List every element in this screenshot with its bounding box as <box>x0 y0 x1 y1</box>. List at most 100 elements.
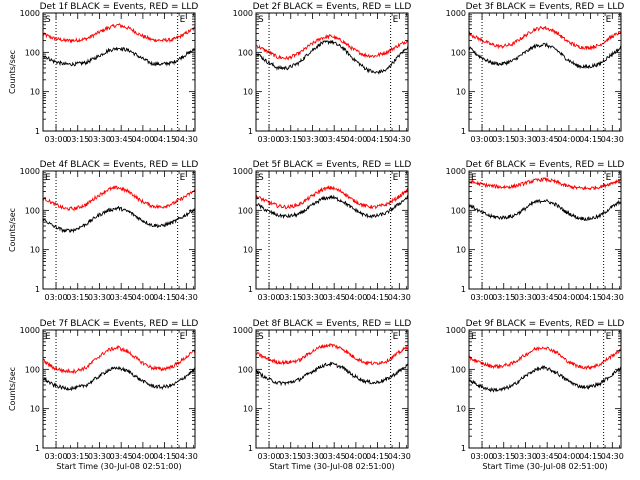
xtick-label: 03:00 <box>470 293 493 302</box>
xtick-label: 04:30 <box>175 293 198 302</box>
ytick-label: 100 <box>25 206 40 215</box>
series-lld-red <box>256 33 408 61</box>
corner-marker: S <box>258 332 264 342</box>
plot-frame <box>468 12 622 132</box>
x-axis-label: Start Time (30-Jul-08 02:51:00) <box>269 462 394 471</box>
y-axis-label: Counts/sec <box>8 50 17 94</box>
plot-frame <box>255 329 409 449</box>
xtick-label: 03:15 <box>66 135 89 144</box>
y-axis-label: Counts/sec <box>8 208 17 252</box>
xtick-label: 03:30 <box>514 293 537 302</box>
panel-det-8: Det 8f BLACK = Events, RED = LLD 1 10 100 10… <box>233 319 412 471</box>
ytick-label: 10 <box>30 88 40 97</box>
series-lld-red <box>43 23 195 44</box>
ytick-label: 1000 <box>20 326 40 335</box>
xtick-label: 04:30 <box>175 452 198 461</box>
ytick-label: 1000 <box>20 9 40 18</box>
panel-det-6: Det 6f BLACK = Events, RED = LLD 1 10 100 10… <box>446 160 625 302</box>
ytick-label: 1 <box>248 285 253 294</box>
xtick-label: 03:15 <box>492 293 515 302</box>
series-group <box>256 33 408 75</box>
corner-marker-e: E <box>393 173 399 183</box>
series-events-black <box>256 194 408 220</box>
series-lld-red <box>256 185 408 210</box>
ytick-label: 1 <box>248 127 253 136</box>
plot-frame <box>42 170 196 290</box>
series-lld-red <box>469 346 621 371</box>
series-events-black <box>256 39 408 75</box>
ytick-label: 1 <box>35 444 40 453</box>
xtick-label: 04:30 <box>388 293 411 302</box>
series-lld-red <box>43 345 195 375</box>
corner-marker-e: E <box>393 332 399 342</box>
series-events-black <box>469 198 621 222</box>
panel-det-7: Det 7f BLACK = Events, RED = LLD 1 10 100 10… <box>8 319 198 471</box>
ytick-label: 1000 <box>233 326 253 335</box>
series-group <box>469 25 621 70</box>
xtick-label: 03:15 <box>279 293 302 302</box>
ytick-label: 1000 <box>446 167 466 176</box>
xtick-label: 03:45 <box>323 452 346 461</box>
xtick-label: 03:15 <box>66 293 89 302</box>
panel-det-2: Det 2f BLACK = Events, RED = LLD 1 10 100 10… <box>233 2 412 144</box>
series-events-black <box>43 205 195 234</box>
series-events-black <box>43 46 195 67</box>
xtick-label: 03:00 <box>44 452 67 461</box>
xtick-label: 03:30 <box>301 293 324 302</box>
xtick-label: 03:45 <box>536 293 559 302</box>
xtick-label: 03:45 <box>323 293 346 302</box>
xtick-label: 04:15 <box>366 135 389 144</box>
xtick-label: 04:00 <box>131 293 154 302</box>
panel-title: Det 9f BLACK = Events, RED = LLD <box>466 319 625 329</box>
plot-frame <box>255 12 409 132</box>
panel-det-4: Det 4f BLACK = Events, RED = LLD 1 10 100 10… <box>8 160 198 302</box>
ytick-label: 1 <box>35 285 40 294</box>
xtick-label: 04:15 <box>153 135 176 144</box>
xtick-label: 03:15 <box>279 452 302 461</box>
corner-marker: S <box>258 173 264 183</box>
xtick-label: 04:00 <box>131 452 154 461</box>
xtick-label: 04:00 <box>344 293 367 302</box>
series-events-black <box>256 361 408 387</box>
xtick-label: 04:30 <box>175 135 198 144</box>
panel-title: Det 4f BLACK = Events, RED = LLD <box>40 160 199 170</box>
corner-marker-e: E <box>180 332 186 342</box>
panel-det-3: Det 3f BLACK = Events, RED = LLD 1 10 100 10… <box>446 2 625 144</box>
ytick-label: 1000 <box>20 167 40 176</box>
xtick-label: 04:00 <box>344 452 367 461</box>
xtick-label: 03:00 <box>44 135 67 144</box>
xtick-label: 04:15 <box>153 452 176 461</box>
corner-marker-e: E <box>393 15 399 25</box>
plot-frame <box>42 329 196 449</box>
xtick-label: 03:15 <box>492 452 515 461</box>
ytick-label: 10 <box>243 405 253 414</box>
xtick-label: 04:00 <box>131 135 154 144</box>
series-events-black <box>43 366 195 392</box>
xtick-label: 04:15 <box>579 452 602 461</box>
xtick-label: 03:30 <box>88 135 111 144</box>
xtick-label: 03:45 <box>110 135 133 144</box>
xtick-label: 03:15 <box>492 135 515 144</box>
ytick-label: 10 <box>30 405 40 414</box>
xtick-label: 04:15 <box>153 293 176 302</box>
xtick-label: 04:30 <box>601 293 624 302</box>
xtick-label: 03:00 <box>257 293 280 302</box>
xtick-label: 03:15 <box>66 452 89 461</box>
xtick-label: 04:30 <box>388 452 411 461</box>
ytick-label: 10 <box>30 246 40 255</box>
ytick-label: 1 <box>248 444 253 453</box>
ytick-label: 1000 <box>233 9 253 18</box>
xtick-label: 03:00 <box>257 135 280 144</box>
ytick-label: 10 <box>456 88 466 97</box>
ytick-label: 10 <box>243 88 253 97</box>
xtick-label: 03:00 <box>470 135 493 144</box>
corner-marker: S <box>45 15 51 25</box>
xtick-label: 04:00 <box>557 135 580 144</box>
ytick-label: 100 <box>451 206 466 215</box>
panel-det-5: Det 5f BLACK = Events, RED = LLD 1 10 100 10… <box>233 160 412 302</box>
series-lld-red <box>469 25 621 51</box>
series-group <box>469 346 621 393</box>
panel-title: Det 3f BLACK = Events, RED = LLD <box>466 2 625 12</box>
ytick-label: 10 <box>243 246 253 255</box>
